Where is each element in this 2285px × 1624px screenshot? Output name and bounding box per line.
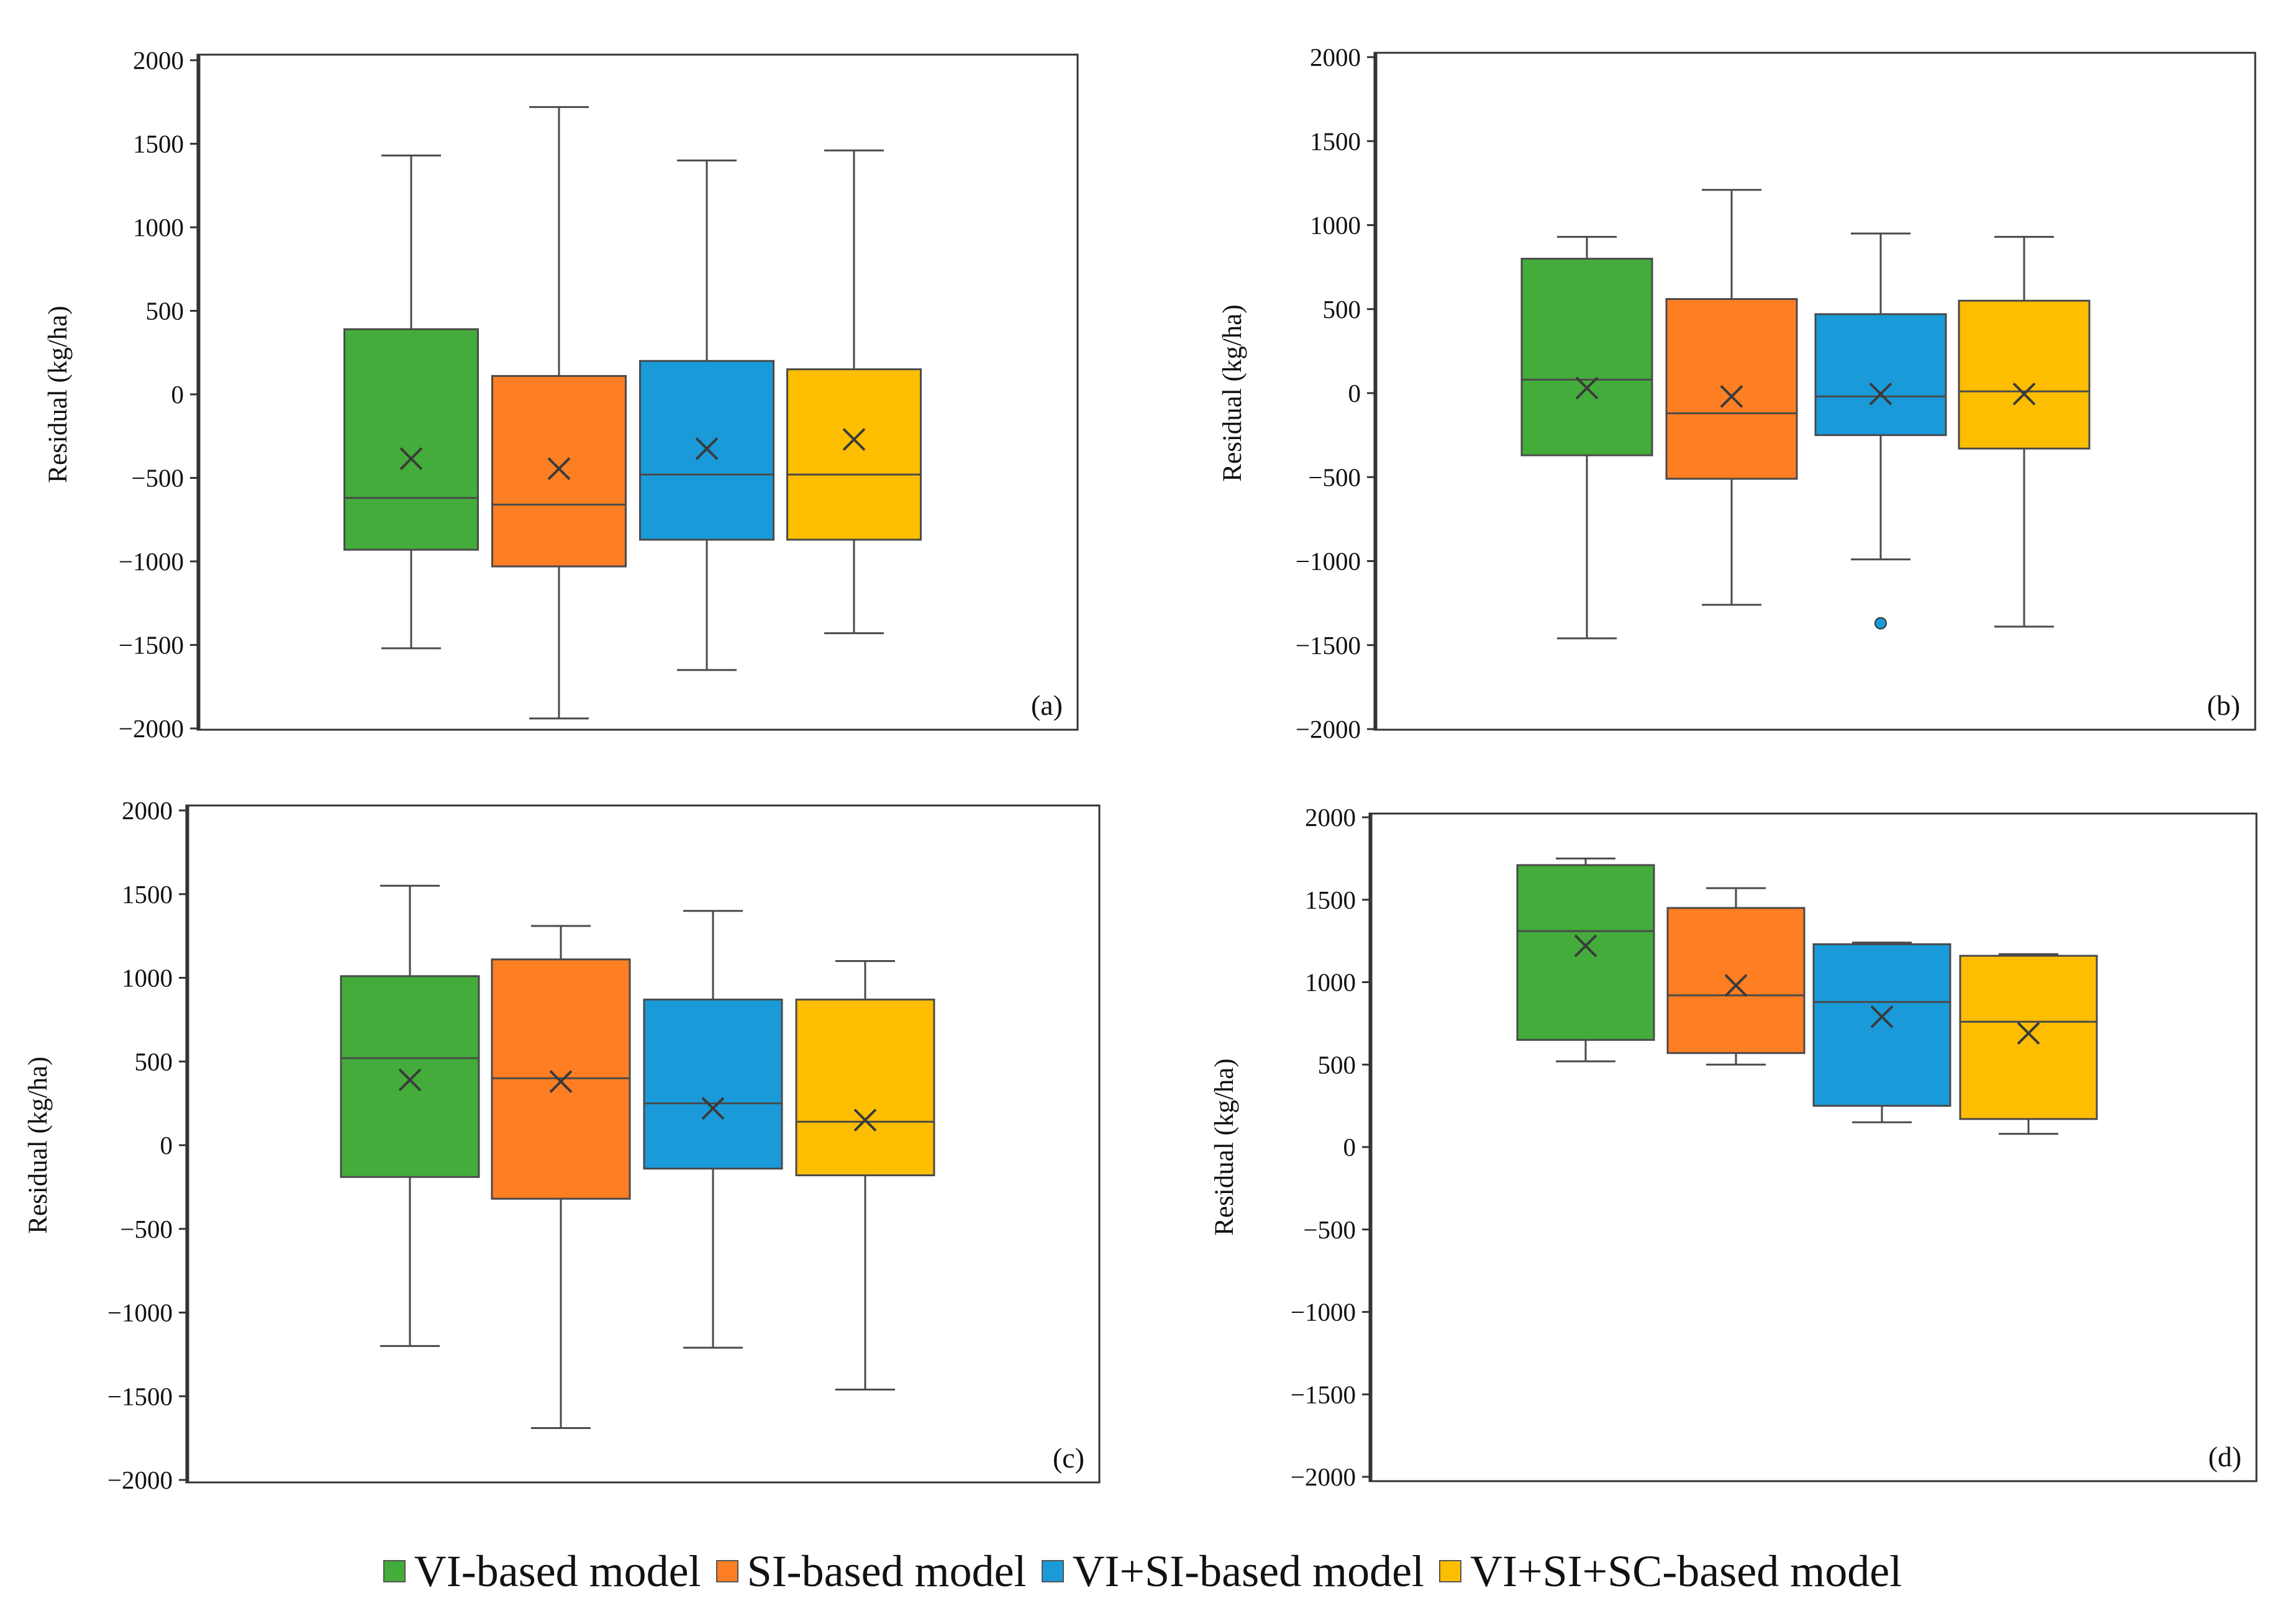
y-tick-label-a-3: 500: [146, 297, 184, 325]
y-tick-label-a-2: 1000: [133, 213, 184, 242]
plot-frame-b: [1373, 52, 2256, 731]
legend-item-vi-si: VI+SI-based model: [1041, 1546, 1425, 1597]
y-tick-label-a-0: 2000: [133, 46, 184, 75]
mean-marker-a-vi: [399, 447, 423, 470]
legend-swatch-vi-si: [1041, 1560, 1064, 1582]
plot-frame-a: [196, 53, 1079, 731]
box-a-vi: [343, 328, 479, 551]
y-tick-label-b-5: −500: [1308, 463, 1361, 491]
y-tick-label-c-4: 0: [160, 1131, 173, 1159]
y-tick-label-d-6: −1000: [1291, 1298, 1356, 1327]
y-tick-label-d-4: 0: [1343, 1133, 1356, 1161]
box-c-vi-si: [643, 999, 783, 1170]
box-d-si: [1666, 907, 1806, 1055]
y-tick-label-a-8: −2000: [119, 714, 184, 743]
panel-label-b: (b): [2207, 689, 2240, 721]
mean-marker-b-vi-si: [1869, 382, 1892, 406]
legend-swatch-si: [715, 1560, 738, 1582]
box-b-vi: [1520, 258, 1653, 456]
mean-marker-b-si: [1720, 384, 1743, 408]
y-axis-label-c: Residual (kg/ha): [24, 1056, 53, 1233]
mean-marker-a-vi-si: [695, 437, 719, 460]
y-tick-label-b-1: 1500: [1310, 127, 1361, 155]
mean-marker-c-vi: [398, 1068, 422, 1092]
plot-frame-d: [1368, 812, 2258, 1482]
plot-frame-c: [185, 804, 1101, 1484]
y-tick-label-a-1: 1500: [133, 130, 184, 158]
y-tick-label-c-7: −1500: [107, 1382, 173, 1410]
box-d-vi-si: [1812, 943, 1951, 1107]
y-tick-label-b-6: −1000: [1296, 547, 1361, 576]
y-tick-label-c-2: 1000: [122, 964, 173, 992]
y-tick-label-c-3: 500: [135, 1047, 173, 1076]
y-tick-label-b-4: 0: [1348, 379, 1361, 407]
y-tick-label-a-4: 0: [171, 380, 184, 409]
box-c-vi: [340, 975, 480, 1178]
mean-marker-d-si: [1724, 974, 1748, 997]
y-tick-label-c-0: 2000: [122, 796, 173, 825]
y-tick-label-c-1: 1500: [122, 880, 173, 909]
y-tick-label-d-2: 1000: [1305, 968, 1356, 997]
legend-label-si: SI-based model: [747, 1546, 1027, 1596]
legend-label-vi: VI-based model: [414, 1546, 701, 1596]
legend-item-vi: VI-based model: [383, 1546, 701, 1597]
mean-marker-c-vi-si-sc: [853, 1109, 877, 1132]
y-tick-label-d-3: 500: [1318, 1050, 1356, 1079]
y-tick-label-d-0: 2000: [1305, 803, 1356, 832]
panel-label-a: (a): [1031, 689, 1063, 721]
y-axis-label-a: Residual (kg/ha): [43, 306, 73, 483]
y-tick-label-b-8: −2000: [1296, 715, 1361, 743]
y-tick-label-d-8: −2000: [1291, 1463, 1356, 1491]
mean-marker-b-vi-si-sc: [2012, 382, 2036, 406]
legend: VI-based model SI-based model VI+SI-base…: [0, 1540, 2285, 1602]
mean-marker-d-vi-si-sc: [2017, 1022, 2040, 1045]
panel-label-d: (d): [2208, 1441, 2242, 1472]
y-tick-label-b-2: 1000: [1310, 211, 1361, 240]
legend-label-vi-si: VI+SI-based model: [1072, 1546, 1425, 1596]
y-axis-label-d: Residual (kg/ha): [1210, 1058, 1239, 1235]
y-tick-label-c-6: −1000: [107, 1299, 173, 1327]
mean-marker-a-vi-si-sc: [842, 428, 866, 451]
y-tick-label-c-5: −500: [120, 1215, 173, 1243]
legend-label-vi-si-sc: VI+SI+SC-based model: [1470, 1546, 1902, 1596]
y-tick-label-b-3: 500: [1323, 295, 1361, 324]
mean-marker-d-vi: [1574, 934, 1597, 958]
y-tick-label-d-5: −500: [1303, 1215, 1356, 1244]
legend-swatch-vi: [383, 1560, 406, 1582]
y-tick-label-a-6: −1000: [119, 547, 184, 576]
y-tick-label-b-0: 2000: [1310, 43, 1361, 71]
legend-item-vi-si-sc: VI+SI+SC-based model: [1439, 1546, 1902, 1597]
y-tick-label-a-5: −500: [131, 464, 184, 492]
box-a-vi-si-sc: [786, 368, 922, 541]
y-tick-label-a-7: −1500: [119, 631, 184, 660]
y-tick-label-d-7: −1500: [1291, 1380, 1356, 1409]
y-tick-label-d-1: 1500: [1305, 886, 1356, 914]
box-b-vi-si: [1814, 313, 1947, 437]
box-c-vi-si-sc: [795, 999, 935, 1177]
box-d-vi-si-sc: [1959, 955, 2098, 1120]
outlier-b-vi-si-0: [1874, 617, 1887, 630]
legend-item-si: SI-based model: [715, 1546, 1027, 1597]
box-d-vi: [1516, 864, 1655, 1041]
box-b-si: [1665, 298, 1798, 480]
box-b-vi-si-sc: [1958, 299, 2091, 450]
panel-label-c: (c): [1053, 1442, 1084, 1474]
mean-marker-c-vi-si: [701, 1097, 725, 1120]
box-a-si: [491, 374, 627, 568]
mean-marker-c-si: [549, 1070, 573, 1094]
mean-marker-b-vi: [1575, 376, 1599, 400]
mean-marker-d-vi-si: [1870, 1005, 1894, 1028]
y-axis-label-b: Residual (kg/ha): [1218, 304, 1247, 481]
y-tick-label-b-7: −1500: [1296, 631, 1361, 660]
legend-swatch-vi-si-sc: [1439, 1560, 1462, 1582]
y-tick-label-c-8: −2000: [107, 1466, 173, 1494]
mean-marker-a-si: [547, 457, 571, 481]
